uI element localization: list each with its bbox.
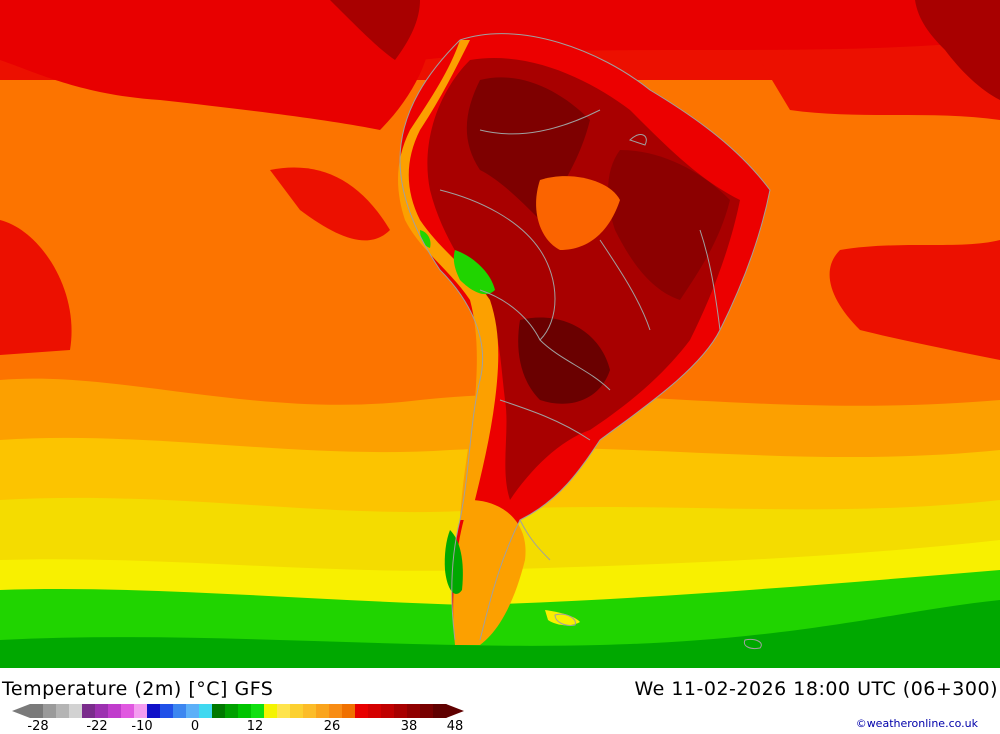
colorbar-swatch: [160, 704, 174, 718]
colorbar-swatch: [342, 704, 356, 718]
colorbar-tick-label: 26: [323, 719, 341, 734]
colorbar-swatch: [329, 704, 343, 718]
colorbar-swatch: [420, 704, 434, 718]
colorbar-swatch: [212, 704, 226, 718]
colorbar-tick-label: 0: [190, 719, 200, 734]
colorbar-swatch: [43, 704, 57, 718]
forecast-datetime: We 11-02-2026 18:00 UTC (06+300): [634, 678, 998, 700]
colorbar-swatch: [69, 704, 83, 718]
map-title: Temperature (2m) [°C] GFS: [2, 678, 274, 700]
colorbar-swatch: [95, 704, 109, 718]
country-borders: [399, 33, 771, 641]
colorbar-swatch: [147, 704, 161, 718]
south-america-field: [398, 33, 770, 645]
colorbar-swatch: [355, 704, 369, 718]
colorbar-swatch: [394, 704, 408, 718]
colorbar-tick-label: -28: [27, 719, 49, 734]
colorbar-swatch: [82, 704, 96, 718]
colorbar-swatch: [225, 704, 239, 718]
colorbar-swatch: [56, 704, 70, 718]
colorbar-swatch: [134, 704, 148, 718]
north-east-landmass: [915, 0, 1000, 100]
colorbar-swatch: [251, 704, 265, 718]
footer-panel: [0, 668, 1000, 733]
colorbar-swatch: [30, 704, 44, 718]
colorbar-swatch: [316, 704, 330, 718]
colorbar-swatch: [108, 704, 122, 718]
temperature-map[interactable]: [0, 0, 1000, 668]
colorbar-swatch: [186, 704, 200, 718]
colorbar-tick-label: 12: [246, 719, 264, 734]
colorbar-tick-label: 38: [400, 719, 418, 734]
colorbar-swatch: [303, 704, 317, 718]
colorbar-swatch: [277, 704, 291, 718]
temperature-map-svg: [0, 0, 1000, 668]
copyright-link[interactable]: ©weatheronline.co.uk: [855, 717, 978, 730]
colorbar-swatch: [290, 704, 304, 718]
colorbar-tick-label: 48: [446, 719, 464, 734]
colorbar-tick-label: -10: [131, 719, 153, 734]
colorbar-tick-label: -22: [86, 719, 108, 734]
colorbar-swatch: [238, 704, 252, 718]
colorbar-swatch: [433, 704, 447, 718]
colorbar-swatch: [121, 704, 135, 718]
islands: [554, 134, 762, 649]
colorbar-swatch: [368, 704, 382, 718]
colorbar-arrow-high: [446, 704, 464, 718]
colorbar-swatch: [173, 704, 187, 718]
central-america-landmass: [330, 0, 420, 60]
colorbar-swatch: [264, 704, 278, 718]
colorbar-swatch: [381, 704, 395, 718]
temperature-colorbar: [12, 704, 464, 718]
colorbar-arrow-low: [12, 704, 30, 718]
colorbar-swatch: [407, 704, 421, 718]
colorbar-swatch: [199, 704, 213, 718]
